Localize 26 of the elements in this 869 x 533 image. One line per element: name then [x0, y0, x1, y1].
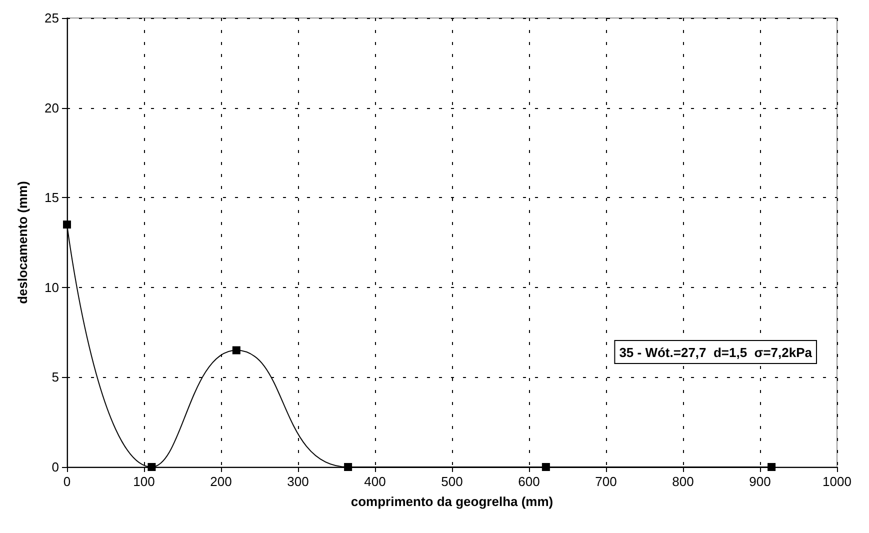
point — [63, 220, 71, 229]
x-tick-label: 700 — [595, 474, 617, 489]
x-tick-label: 200 — [210, 474, 232, 489]
x-tick-label: 0 — [63, 474, 71, 489]
y-tick-label: 15 — [44, 190, 59, 206]
point — [232, 346, 240, 354]
x-tick-label: 400 — [364, 474, 386, 489]
y-axis-title: deslocamento (mm) — [15, 181, 30, 304]
point — [768, 463, 776, 471]
x-tick-label: 600 — [518, 474, 540, 489]
x-axis-title: comprimento da geogrelha (mm) — [350, 494, 554, 509]
point — [542, 463, 550, 471]
y-tick-label: 10 — [44, 280, 59, 295]
y-tick-label: 25 — [44, 10, 59, 26]
x-tick-label: 100 — [133, 474, 155, 489]
x-tick-label: 300 — [287, 474, 309, 489]
annotation: 35 - Wót.=27,7 d=1,5 σ=7,2kPa — [619, 345, 813, 360]
x-tick-label: 900 — [749, 474, 771, 489]
y-tick-label: 20 — [44, 100, 59, 116]
x-tick-label: 800 — [672, 474, 694, 489]
y-tick-label: 5 — [52, 370, 59, 385]
x-tick-label: 1000 — [822, 474, 852, 489]
point — [344, 463, 352, 471]
x-tick-label: 500 — [441, 474, 463, 489]
point — [148, 463, 156, 471]
y-tick-label: 0 — [52, 460, 59, 474]
